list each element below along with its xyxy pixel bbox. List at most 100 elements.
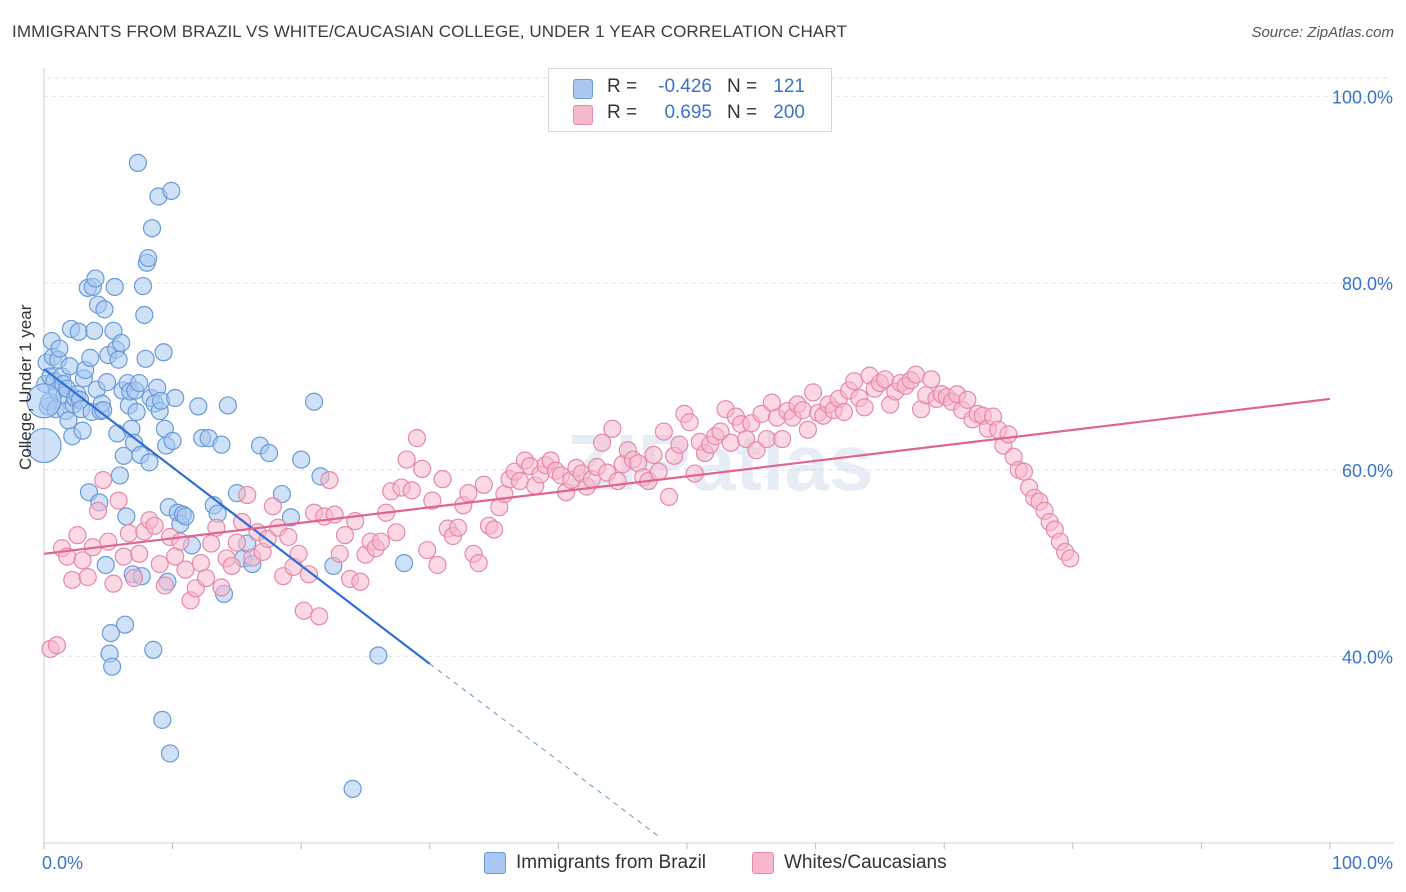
brazil-point: [259, 443, 279, 463]
legend-n-value: 200: [773, 102, 805, 123]
brazil-point: [162, 181, 181, 200]
white-point: [433, 470, 452, 489]
brazil-point: [166, 388, 185, 408]
white-point: [78, 568, 97, 587]
brazil-point-large: [26, 383, 62, 419]
brazil-point: [189, 397, 208, 416]
bottom-legend-swatch-brazil: [484, 852, 506, 874]
brazil-point: [110, 466, 129, 485]
white-point: [448, 518, 468, 537]
white-point: [47, 636, 66, 655]
legend-r-value: 0.695: [664, 102, 712, 123]
white-point: [68, 526, 87, 545]
white-point: [649, 462, 668, 481]
brazil-point: [343, 779, 362, 798]
brazil-point: [105, 277, 124, 297]
brazil-point: [304, 392, 324, 411]
white-point: [88, 501, 108, 520]
brazil-point: [140, 453, 159, 472]
legend-n-value: 121: [773, 76, 805, 97]
legend-swatch-brazil: [573, 79, 593, 99]
white-point: [721, 433, 740, 452]
series-brazil-points: [26, 153, 414, 798]
brazil-point: [81, 348, 100, 367]
y-axis-label: College, Under 1 year: [16, 304, 35, 470]
white-point: [459, 484, 478, 503]
white-point: [63, 570, 82, 590]
white-point: [654, 422, 673, 441]
white-point: [474, 475, 493, 494]
brazil-point: [101, 623, 120, 643]
brazil-point: [139, 248, 158, 268]
white-point: [145, 516, 164, 535]
x-tick-label-max: 100.0%: [1332, 853, 1393, 873]
white-point: [330, 544, 349, 563]
white-point: [351, 572, 370, 591]
white-point: [644, 445, 663, 465]
white-point: [227, 533, 246, 552]
legend-r-value: -0.426: [658, 76, 712, 97]
y-tick-label: 80.0%: [1342, 274, 1393, 294]
white-point: [402, 481, 421, 500]
tick-labels: 40.0% 60.0% 80.0% 100.0% 0.0% 100.0%: [42, 88, 1393, 873]
white-point: [150, 554, 169, 574]
brazil-point-large: [26, 427, 62, 464]
brazil-point: [86, 269, 105, 288]
brazil-point: [112, 333, 131, 353]
brazil-point: [394, 554, 414, 573]
y-tick-label: 60.0%: [1342, 461, 1393, 481]
white-point: [222, 556, 241, 576]
white-point: [685, 464, 704, 483]
white-point: [263, 497, 283, 516]
white-point: [469, 554, 488, 573]
white-point: [803, 383, 823, 402]
brazil-point: [292, 450, 311, 469]
bottom-legend-swatch-white: [752, 852, 774, 874]
brazil-point: [135, 305, 154, 325]
white-point: [279, 527, 298, 547]
white-point: [485, 520, 504, 539]
white-point: [124, 568, 144, 588]
white-point: [335, 526, 355, 545]
white-point: [155, 576, 174, 595]
white-point: [855, 398, 874, 417]
white-point: [310, 607, 329, 626]
brazil-point: [144, 640, 163, 659]
white-point: [202, 534, 221, 553]
brazil-point: [154, 343, 173, 362]
white-point: [906, 365, 926, 384]
white-point: [299, 565, 319, 584]
brazil-point: [97, 373, 117, 392]
brazil-point: [281, 508, 301, 527]
white-point: [73, 551, 92, 570]
white-point: [711, 422, 730, 441]
brazil-point: [163, 431, 182, 451]
white-point: [593, 433, 612, 452]
legend-r-label: R =: [607, 102, 638, 123]
brazil-point: [212, 435, 231, 454]
brazil-point: [103, 657, 122, 676]
white-point: [793, 401, 812, 420]
white-point: [176, 560, 195, 579]
bottom-legend-label-white: Whites/Caucasians: [784, 852, 947, 873]
white-point: [130, 544, 149, 563]
legend-swatch-white: [573, 105, 593, 125]
white-point: [104, 574, 123, 593]
white-point: [119, 524, 138, 543]
x-tick-label-min: 0.0%: [42, 853, 83, 873]
white-point: [670, 435, 689, 454]
brazil-point: [109, 350, 128, 369]
white-point: [757, 429, 776, 449]
legend-n-label: N =: [727, 102, 758, 123]
brazil-point: [127, 402, 146, 422]
trend-lines: [43, 368, 1331, 839]
brazil-point: [160, 744, 180, 763]
brazil-point: [369, 646, 388, 665]
brazil-point: [94, 401, 113, 420]
white-point: [680, 413, 699, 432]
brazil-point: [133, 276, 153, 296]
white-point: [371, 532, 391, 551]
white-point: [747, 441, 766, 460]
white-point: [958, 390, 977, 409]
